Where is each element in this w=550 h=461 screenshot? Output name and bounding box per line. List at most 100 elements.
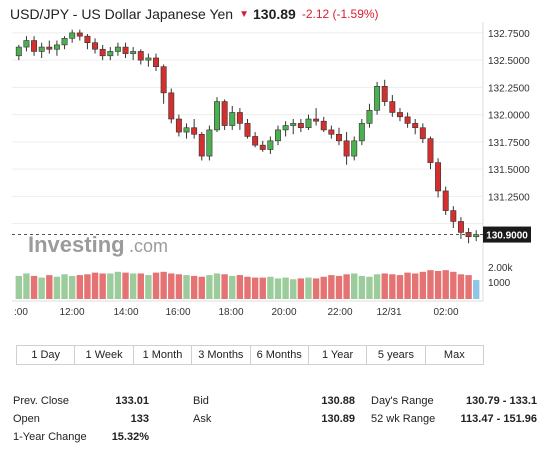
volume-bar xyxy=(152,272,160,299)
candle xyxy=(61,36,68,50)
candle xyxy=(183,123,190,139)
candle xyxy=(259,140,266,152)
range-1-year[interactable]: 1 Year xyxy=(309,346,368,364)
volume-bar xyxy=(137,273,144,299)
volume-bar xyxy=(213,273,221,299)
volume-bar xyxy=(46,275,53,299)
candle xyxy=(374,81,381,115)
volume-bar xyxy=(38,277,45,299)
volume-bar xyxy=(99,273,106,299)
volume-bar xyxy=(129,273,137,299)
candle xyxy=(297,119,304,133)
candle xyxy=(76,29,83,41)
x-tick-label: 16:00 xyxy=(165,307,190,318)
volume-tick-label: 1000 xyxy=(488,278,511,289)
volume-bar xyxy=(274,278,282,299)
volume-bar xyxy=(84,274,91,299)
candle xyxy=(419,123,426,143)
candle xyxy=(450,206,457,229)
volume-bar xyxy=(251,277,259,299)
volume-bar xyxy=(328,275,335,299)
y-tick-label: 132.2500 xyxy=(488,83,530,94)
stat-label: Bid xyxy=(193,395,209,407)
volume-bar xyxy=(267,276,274,299)
stat-value: 133 xyxy=(130,413,149,425)
volume-bar xyxy=(373,274,381,299)
volume-bar xyxy=(305,277,312,299)
candle xyxy=(267,136,274,154)
candle xyxy=(358,119,365,146)
candle xyxy=(191,119,198,139)
candle xyxy=(328,125,335,139)
volume-bar xyxy=(15,275,23,299)
stat-prev-close: Prev. Close 133.01 xyxy=(13,395,149,413)
candle xyxy=(46,40,53,54)
volume-tick-label: 2.00k xyxy=(488,263,513,274)
stat-label: Prev. Close xyxy=(13,395,70,407)
stat-value: 113.47 - 151.96 xyxy=(460,413,537,425)
candle xyxy=(427,136,434,170)
volume-bar xyxy=(419,271,427,299)
candle xyxy=(206,125,213,161)
candle xyxy=(31,36,38,56)
x-tick-label: 02:00 xyxy=(433,307,458,318)
y-tick-label: 132.0000 xyxy=(488,111,530,122)
candle xyxy=(53,40,60,56)
volume-bar xyxy=(23,273,30,299)
price-chart[interactable]: 132.7500 132.5000 132.2500 132.0000 131.7500… xyxy=(0,22,550,322)
volume-bar xyxy=(221,274,228,299)
range-5-years[interactable]: 5 years xyxy=(367,346,426,364)
candle xyxy=(236,108,243,130)
candle xyxy=(336,127,342,146)
volume-bar xyxy=(335,275,343,299)
candle xyxy=(38,42,45,58)
range-1-month[interactable]: 1 Month xyxy=(134,346,193,364)
instrument-title: USD/JPY - US Dollar Japanese Yen xyxy=(10,6,234,22)
range-1-day[interactable]: 1 Day xyxy=(17,346,76,364)
candle xyxy=(137,49,144,65)
volume-bar xyxy=(442,270,449,299)
candle xyxy=(275,125,281,146)
range-6-months[interactable]: 6 Months xyxy=(251,346,309,364)
quote-header: USD/JPY - US Dollar Japanese Yen ▼ 130.8… xyxy=(10,4,379,24)
candle xyxy=(92,38,99,54)
last-price: 130.89 xyxy=(253,6,296,22)
candle xyxy=(252,132,259,148)
candle xyxy=(313,108,320,126)
stat-open: Open 133 xyxy=(13,413,149,431)
x-tick-label: 12/31 xyxy=(376,307,401,318)
volume-bar xyxy=(259,277,266,299)
volume-bar xyxy=(61,274,68,299)
range-max[interactable]: Max xyxy=(443,349,465,361)
volume-bar xyxy=(282,277,289,299)
stat-label: Open xyxy=(13,413,40,425)
stat-value: 130.88 xyxy=(321,395,355,407)
range-3-months[interactable]: 3 Months xyxy=(192,346,251,364)
price-change: -2.12 (-1.59%) xyxy=(301,7,379,21)
volume-bar xyxy=(145,275,152,299)
volume-bar xyxy=(312,278,320,299)
volume-bar xyxy=(290,279,297,299)
stat-value: 133.01 xyxy=(115,395,149,407)
candle xyxy=(153,53,159,72)
y-tick-label: 131.2500 xyxy=(488,192,530,203)
volume-bar xyxy=(198,276,205,299)
candle xyxy=(69,29,76,43)
volume-bar xyxy=(381,273,388,299)
chart-svg[interactable]: 132.7500 132.5000 132.2500 132.0000 131.7500… xyxy=(0,22,550,322)
x-tick-label: 20:00 xyxy=(271,307,296,318)
candle xyxy=(175,114,182,137)
candle xyxy=(229,105,236,130)
candle xyxy=(343,132,350,165)
range-1-week[interactable]: 1 Week xyxy=(75,346,134,364)
volume-bar xyxy=(229,275,236,299)
candle xyxy=(389,95,396,117)
candle xyxy=(412,119,419,135)
stat-1-year-change: 1-Year Change 15.32% xyxy=(13,431,149,449)
candle xyxy=(130,47,137,61)
candle xyxy=(145,53,152,67)
volume-bar xyxy=(183,275,190,299)
candle xyxy=(282,121,289,137)
candle xyxy=(244,119,251,139)
volume-bar xyxy=(76,275,83,299)
